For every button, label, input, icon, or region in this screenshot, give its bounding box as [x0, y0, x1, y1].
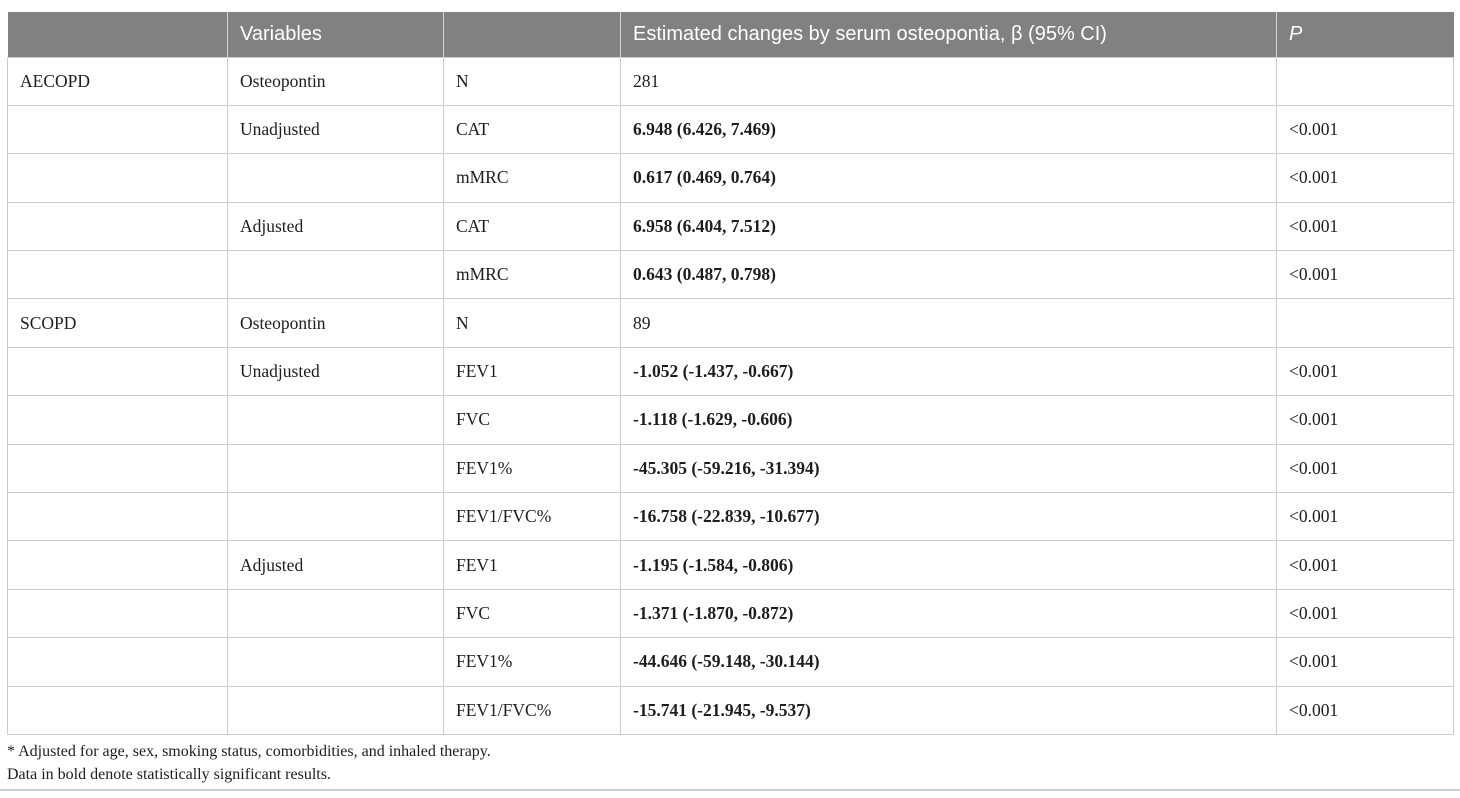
table-row: Unadjusted CAT 6.948 (6.426, 7.469) <0.001: [7, 104, 1454, 155]
cell-variable: mMRC: [443, 250, 621, 300]
header-row: Variables Estimated changes by serum ost…: [7, 12, 1454, 57]
cell-model: [227, 443, 444, 494]
cell-group: SCOPD: [7, 298, 228, 348]
cell-estimate: -1.118 (-1.629, -0.606): [620, 395, 1277, 445]
table-row: FEV1% -45.305 (-59.216, -31.394) <0.001: [7, 443, 1454, 494]
cell-p-value: <0.001: [1276, 540, 1454, 590]
cell-group: [7, 395, 228, 445]
cell-p-value: <0.001: [1276, 685, 1454, 735]
cell-variable: CAT: [443, 201, 621, 252]
cell-estimate: -1.052 (-1.437, -0.667): [620, 346, 1277, 397]
cell-group: [7, 492, 228, 542]
cell-group: AECOPD: [7, 56, 228, 106]
cell-p-value: <0.001: [1276, 346, 1454, 397]
cell-model: [227, 685, 444, 735]
results-table: Variables Estimated changes by serum ost…: [7, 12, 1454, 735]
cell-model: Adjusted: [227, 201, 444, 252]
cell-variable: FEV1/FVC%: [443, 492, 621, 542]
cell-estimate: 0.617 (0.469, 0.764): [620, 153, 1277, 203]
cell-variable: FEV1: [443, 540, 621, 590]
cell-model: Unadjusted: [227, 104, 444, 155]
table-row: mMRC 0.643 (0.487, 0.798) <0.001: [7, 250, 1454, 300]
table-header: Variables Estimated changes by serum ost…: [7, 12, 1454, 57]
cell-p-value: <0.001: [1276, 250, 1454, 300]
header-variables: Variables: [227, 12, 444, 57]
cell-variable: N: [443, 298, 621, 348]
cell-model: [227, 492, 444, 542]
cell-p-value: <0.001: [1276, 153, 1454, 203]
cell-group: [7, 104, 228, 155]
cell-estimate: -1.195 (-1.584, -0.806): [620, 540, 1277, 590]
page-bottom-rule: [0, 789, 1460, 791]
table-row: mMRC 0.617 (0.469, 0.764) <0.001: [7, 153, 1454, 203]
footnote-adjustment: * Adjusted for age, sex, smoking status,…: [7, 743, 491, 760]
cell-variable: N: [443, 56, 621, 106]
cell-model: [227, 395, 444, 445]
table-row: Unadjusted FEV1 -1.052 (-1.437, -0.667) <0.…: [7, 346, 1454, 397]
cell-estimate: 6.958 (6.404, 7.512): [620, 201, 1277, 252]
cell-model: Adjusted: [227, 540, 444, 590]
cell-p-value: <0.001: [1276, 492, 1454, 542]
cell-estimate: -45.305 (-59.216, -31.394): [620, 443, 1277, 494]
table-row: FEV1/FVC% -16.758 (-22.839, -10.677) <0.00…: [7, 492, 1454, 542]
cell-model: [227, 250, 444, 300]
cell-p-value: [1276, 56, 1454, 106]
cell-model: Unadjusted: [227, 346, 444, 397]
cell-variable: CAT: [443, 104, 621, 155]
cell-estimate: 0.643 (0.487, 0.798): [620, 250, 1277, 300]
cell-variable: FEV1/FVC%: [443, 685, 621, 735]
header-p-value: P: [1276, 12, 1454, 57]
cell-p-value: [1276, 298, 1454, 348]
cell-group: [7, 250, 228, 300]
table-row: FEV1% -44.646 (-59.148, -30.144) <0.001: [7, 637, 1454, 687]
table-row: FVC -1.371 (-1.870, -0.872) <0.001: [7, 588, 1454, 639]
cell-model: Osteopontin: [227, 298, 444, 348]
cell-group: [7, 685, 228, 735]
cell-estimate: 6.948 (6.426, 7.469): [620, 104, 1277, 155]
cell-group: [7, 637, 228, 687]
cell-estimate: 89: [620, 298, 1277, 348]
cell-group: [7, 201, 228, 252]
cell-variable: FVC: [443, 395, 621, 445]
table-body: AECOPD Osteopontin N 281 Unadjusted CAT 6.948 …: [7, 56, 1454, 735]
header-group: [7, 12, 228, 57]
footnote-bold: Data in bold denote statistically signif…: [7, 766, 331, 783]
cell-variable: FEV1%: [443, 637, 621, 687]
cell-estimate: -15.741 (-21.945, -9.537): [620, 685, 1277, 735]
header-estimates: Estimated changes by serum osteopontia, …: [620, 12, 1277, 57]
cell-group: [7, 588, 228, 639]
cell-model: Osteopontin: [227, 56, 444, 106]
cell-group: [7, 153, 228, 203]
cell-group: [7, 346, 228, 397]
cell-variable: FVC: [443, 588, 621, 639]
cell-group: [7, 443, 228, 494]
cell-estimate: -44.646 (-59.148, -30.144): [620, 637, 1277, 687]
table-row: AECOPD Osteopontin N 281: [7, 56, 1454, 106]
cell-variable: FEV1%: [443, 443, 621, 494]
cell-estimate: 281: [620, 56, 1277, 106]
cell-group: [7, 540, 228, 590]
cell-variable: FEV1: [443, 346, 621, 397]
table-row: FVC -1.118 (-1.629, -0.606) <0.001: [7, 395, 1454, 445]
cell-p-value: <0.001: [1276, 395, 1454, 445]
table-row: Adjusted CAT 6.958 (6.404, 7.512) <0.001: [7, 201, 1454, 252]
header-spacer: [443, 12, 621, 57]
footnotes: * Adjusted for age, sex, smoking status,…: [7, 740, 491, 786]
table-row: Adjusted FEV1 -1.195 (-1.584, -0.806) <0.00…: [7, 540, 1454, 590]
cell-estimate: -16.758 (-22.839, -10.677): [620, 492, 1277, 542]
cell-estimate: -1.371 (-1.870, -0.872): [620, 588, 1277, 639]
cell-p-value: <0.001: [1276, 104, 1454, 155]
cell-variable: mMRC: [443, 153, 621, 203]
cell-p-value: <0.001: [1276, 201, 1454, 252]
cell-model: [227, 588, 444, 639]
cell-p-value: <0.001: [1276, 588, 1454, 639]
table-row: SCOPD Osteopontin N 89: [7, 298, 1454, 348]
cell-model: [227, 153, 444, 203]
cell-model: [227, 637, 444, 687]
cell-p-value: <0.001: [1276, 443, 1454, 494]
cell-p-value: <0.001: [1276, 637, 1454, 687]
table-row: FEV1/FVC% -15.741 (-21.945, -9.537) <0.001: [7, 685, 1454, 735]
